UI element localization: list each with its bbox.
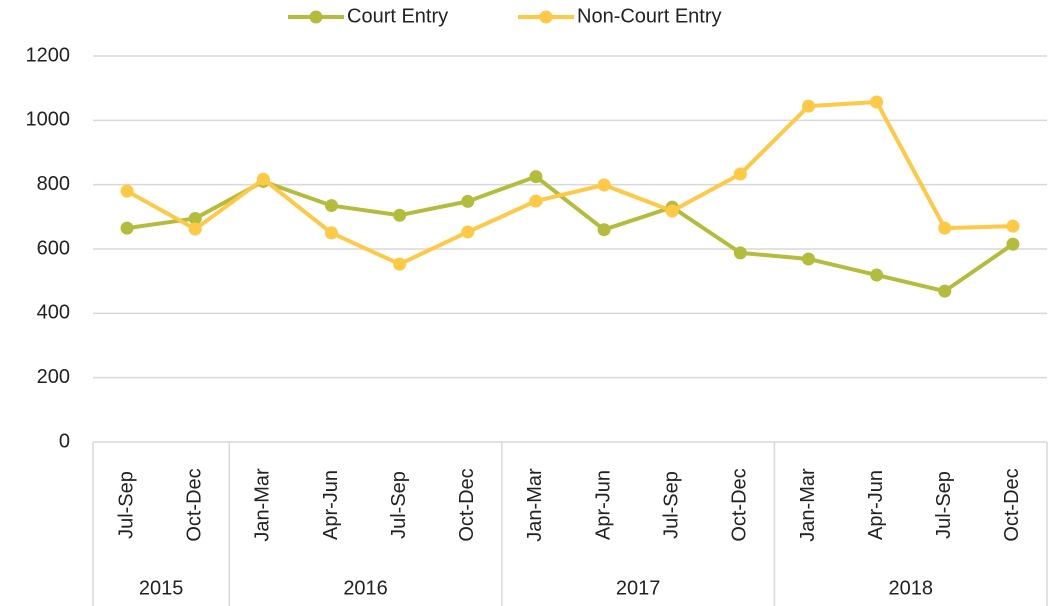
point [393,257,407,271]
group-label: 2015 [139,577,184,599]
y-tick-label: 400 [37,302,70,324]
x-tick-label: Jan-Mar [524,468,546,542]
x-tick-label: Oct-Dec [729,468,751,541]
x-tick-label: Oct-Dec [1001,468,1023,541]
x-tick-label: Jul-Sep [115,471,137,539]
legend-marker [539,10,553,24]
x-tick-label: Apr-Jun [592,470,614,540]
point [188,222,202,236]
x-tick-label: Apr-Jun [865,470,887,540]
x-tick-label: Apr-Jun [320,470,342,540]
series-line [126,174,1015,294]
point [733,246,747,260]
group-label: 2016 [343,577,388,599]
point [461,225,475,239]
y-tick-label: 1200 [26,44,71,66]
x-tick-label: Jan-Mar [252,468,274,542]
point [733,167,747,181]
point [188,211,202,225]
point [1006,219,1020,233]
point [1006,237,1020,251]
legend-label: Court Entry [347,5,448,27]
point [597,223,611,237]
x-tick-label: Jan-Mar [797,468,819,542]
point [393,208,407,222]
x-tick-label: Jul-Sep [933,471,955,539]
legend-label: Non-Court Entry [577,5,722,27]
point [120,221,134,235]
point [802,252,815,266]
point [461,194,475,208]
point [529,194,543,208]
group-label: 2018 [888,577,933,599]
point [938,284,952,298]
y-tick-label: 0 [59,430,70,452]
point [870,95,884,109]
group-label: 2017 [616,577,661,599]
legend-marker [309,10,323,24]
point [325,226,338,240]
x-tick-label: Oct-Dec [183,468,205,541]
point [938,221,952,235]
point [597,178,611,192]
x-tick-label: Jul-Sep [660,471,682,539]
point [802,99,815,113]
y-tick-label: 1000 [26,109,71,131]
x-tick-label: Oct-Dec [456,468,478,541]
point [665,204,679,218]
y-tick-label: 200 [37,366,70,388]
point [325,199,338,213]
point [529,170,543,184]
y-tick-label: 600 [37,237,70,259]
point [256,172,270,186]
point [870,268,884,282]
series-line [126,99,1013,267]
x-tick-label: Jul-Sep [388,471,410,539]
point [120,184,134,198]
y-tick-label: 800 [37,173,70,195]
